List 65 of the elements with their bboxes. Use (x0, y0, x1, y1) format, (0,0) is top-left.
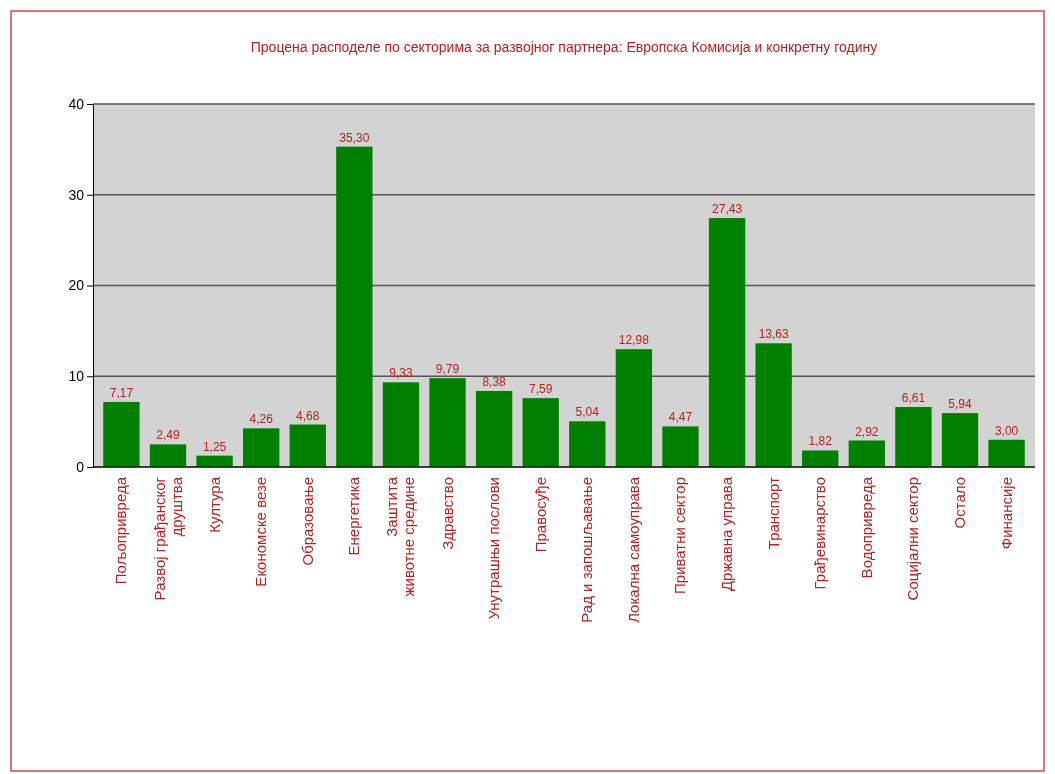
data-label: 7,17 (109, 385, 134, 400)
bar (196, 455, 233, 467)
x-tick-label: Здравство (438, 477, 456, 550)
data-label: 1,82 (808, 434, 833, 449)
data-label: 8,38 (482, 374, 507, 389)
bar (149, 444, 187, 467)
x-tick-label: Енергетика (345, 476, 363, 556)
x-tick-label: Локална самоуправа (624, 476, 642, 623)
x-tick-label: Остало (950, 477, 968, 529)
x-tick-label: Пољопривреда (112, 476, 130, 585)
bar (243, 428, 280, 467)
x-tick-label: Рад и запошљавање (578, 477, 596, 623)
data-label: 4,68 (296, 408, 320, 423)
data-label: 3,00 (994, 423, 1019, 438)
x-tick-label: Грађевинарство (811, 477, 829, 590)
data-label: 5,04 (575, 405, 600, 420)
x-tick-label: Правосуђе (531, 477, 549, 553)
x-tick-label: Култура (205, 476, 223, 533)
bar (103, 401, 140, 467)
data-label: 6,61 (901, 391, 926, 406)
bar (475, 390, 513, 467)
x-tick-label: Образовање (298, 477, 316, 566)
bar (895, 407, 932, 467)
data-label: 1,25 (202, 439, 227, 454)
y-tick-label: 40 (68, 95, 85, 112)
data-label: 4,47 (668, 410, 693, 425)
bar (336, 146, 373, 467)
x-tick-label: Приватни сектор (671, 477, 689, 594)
bar (988, 439, 1025, 467)
x-tick-label: Заштита животне средине (383, 476, 418, 597)
bar (382, 382, 420, 467)
x-tick-label: Финансије (997, 477, 1015, 550)
data-label: 7,59 (529, 382, 553, 397)
y-tick-label: 30 (68, 186, 85, 203)
data-label: 12,98 (618, 333, 650, 348)
x-tick-label: Транспорт (764, 476, 782, 550)
bar (802, 450, 839, 467)
x-tick-label: Социјални сектор (904, 477, 922, 601)
bar (848, 440, 885, 467)
data-label: 5,94 (948, 397, 972, 412)
bar (569, 421, 606, 467)
bar (289, 424, 326, 467)
y-tick-label: 0 (76, 458, 85, 475)
y-tick-label: 10 (68, 368, 85, 385)
data-label: 9,79 (435, 362, 460, 377)
x-tick-label: Унутрашњи послови (485, 477, 503, 620)
x-tick-label: Развој грађанског друштва (150, 476, 185, 601)
bar (522, 398, 559, 467)
x-tick-label: Државна управа (718, 476, 736, 592)
bar (941, 413, 979, 467)
bar (429, 378, 466, 467)
data-label: 2,49 (156, 428, 181, 443)
data-label: 13,63 (758, 327, 789, 342)
chart-title: Процена расподеле по секторима за развојног партнера: Европска Комисија и конкретну годину (250, 39, 878, 55)
data-label: 35,30 (339, 130, 370, 145)
bar (615, 349, 653, 467)
bar (755, 343, 792, 467)
data-label: 2,92 (855, 424, 879, 439)
x-tick-label: Водопривреда (857, 476, 875, 579)
data-label: 4,26 (249, 412, 274, 427)
bar (662, 426, 699, 467)
data-label: 27,43 (712, 202, 743, 217)
y-tick-label: 20 (68, 277, 85, 294)
x-tick-label: Економске везе (252, 477, 270, 587)
bar (708, 218, 746, 467)
